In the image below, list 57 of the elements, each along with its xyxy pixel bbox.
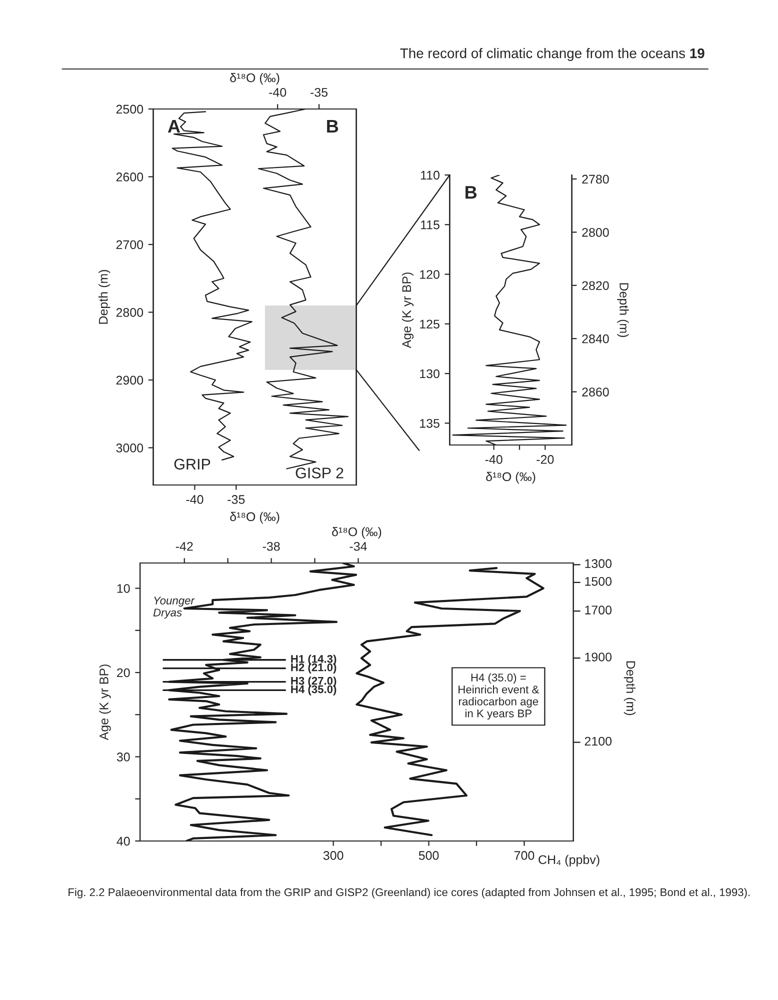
text: 1300 [585, 559, 612, 568]
y-tick-label: 20 [117, 668, 130, 678]
y-tick-label: 2900 [116, 376, 144, 385]
y-axis-title: Age (K yr BP) [99, 664, 111, 740]
annotation: B [466, 186, 477, 199]
y2-axis-title: Depth (m) [617, 283, 629, 338]
text: 1900 [585, 652, 612, 662]
y2-tick-label: 2780 [582, 174, 609, 184]
ref-line-label: H2 (21.0) [291, 663, 336, 674]
x-axis-title: δ¹⁸O (‰) [230, 512, 280, 524]
y-axis-title: Age (K yr BP) [402, 272, 414, 348]
caption: Fig. 2.2 Palaeoenvironmental data from the GRIP and GISP2 (Greenland) ice cores (adapted from Johnsen et al., 1995; Bond et al., 1993). [68, 888, 750, 898]
x-axis-title: δ¹⁸O (‰) [486, 472, 536, 484]
y-tick-label: 135 [420, 418, 440, 428]
text: 19 [690, 48, 704, 58]
y2-tick-label: 2840 [582, 334, 609, 344]
series-label: GRIP [174, 458, 210, 470]
x2-axis-title: δ¹⁸O (‰) [230, 73, 280, 85]
x-tick-label: -20 [536, 455, 554, 464]
x2-axis-title: δ¹⁸O (‰) [332, 527, 382, 539]
y-axis-title: Depth (m) [98, 270, 110, 324]
x-axis-title: CH₄ (ppbv) [538, 854, 600, 867]
x-tick-label: 300 [323, 851, 344, 860]
x2-tick-label: -34 [350, 542, 367, 551]
text: 1700 [585, 606, 612, 614]
annotation: H4 (35.0) = Heinrich event & radiocarbon age in K years BP [458, 673, 540, 720]
x2-tick-label: -42 [176, 542, 193, 551]
y-tick-label: 10 [117, 584, 130, 593]
text: The record of climatic change from the oceans [400, 48, 686, 61]
y-tick-label: 2500 [116, 104, 144, 114]
y-tick-label: 125 [420, 320, 440, 329]
text: 1500 [585, 576, 612, 586]
x-tick-label: 500 [418, 851, 439, 860]
x2-tick-label: -35 [310, 88, 328, 97]
y-tick-label: 2700 [116, 240, 144, 250]
y-tick-label: 130 [420, 369, 440, 378]
y2-tick-label: 2820 [582, 281, 609, 290]
y2-tick-label: 2800 [582, 228, 609, 237]
x-tick-label: 700 [514, 851, 534, 860]
x2-tick-label: -38 [262, 542, 280, 551]
y-tick-label: 3000 [116, 444, 144, 452]
ref-line-label: H4 (35.0) [291, 685, 336, 696]
annotation: Younger Dryas [153, 596, 195, 619]
y-tick-label: 30 [116, 752, 130, 762]
y-tick-label: 115 [420, 220, 440, 230]
annotation: B [327, 120, 338, 132]
y-tick-label: 2600 [116, 172, 144, 182]
text: Depth (m) [624, 661, 636, 716]
y-tick-label: 40 [116, 836, 130, 846]
y-tick-label: 2800 [116, 308, 144, 317]
y-tick-label: 120 [420, 270, 440, 279]
text: 2100 [584, 736, 612, 746]
series-label: GISP 2 [296, 468, 344, 478]
y-tick-label: 110 [420, 170, 440, 180]
x2-tick-label: -40 [269, 88, 286, 97]
annotation: A [168, 120, 180, 132]
y2-tick-label: 2860 [582, 388, 609, 396]
